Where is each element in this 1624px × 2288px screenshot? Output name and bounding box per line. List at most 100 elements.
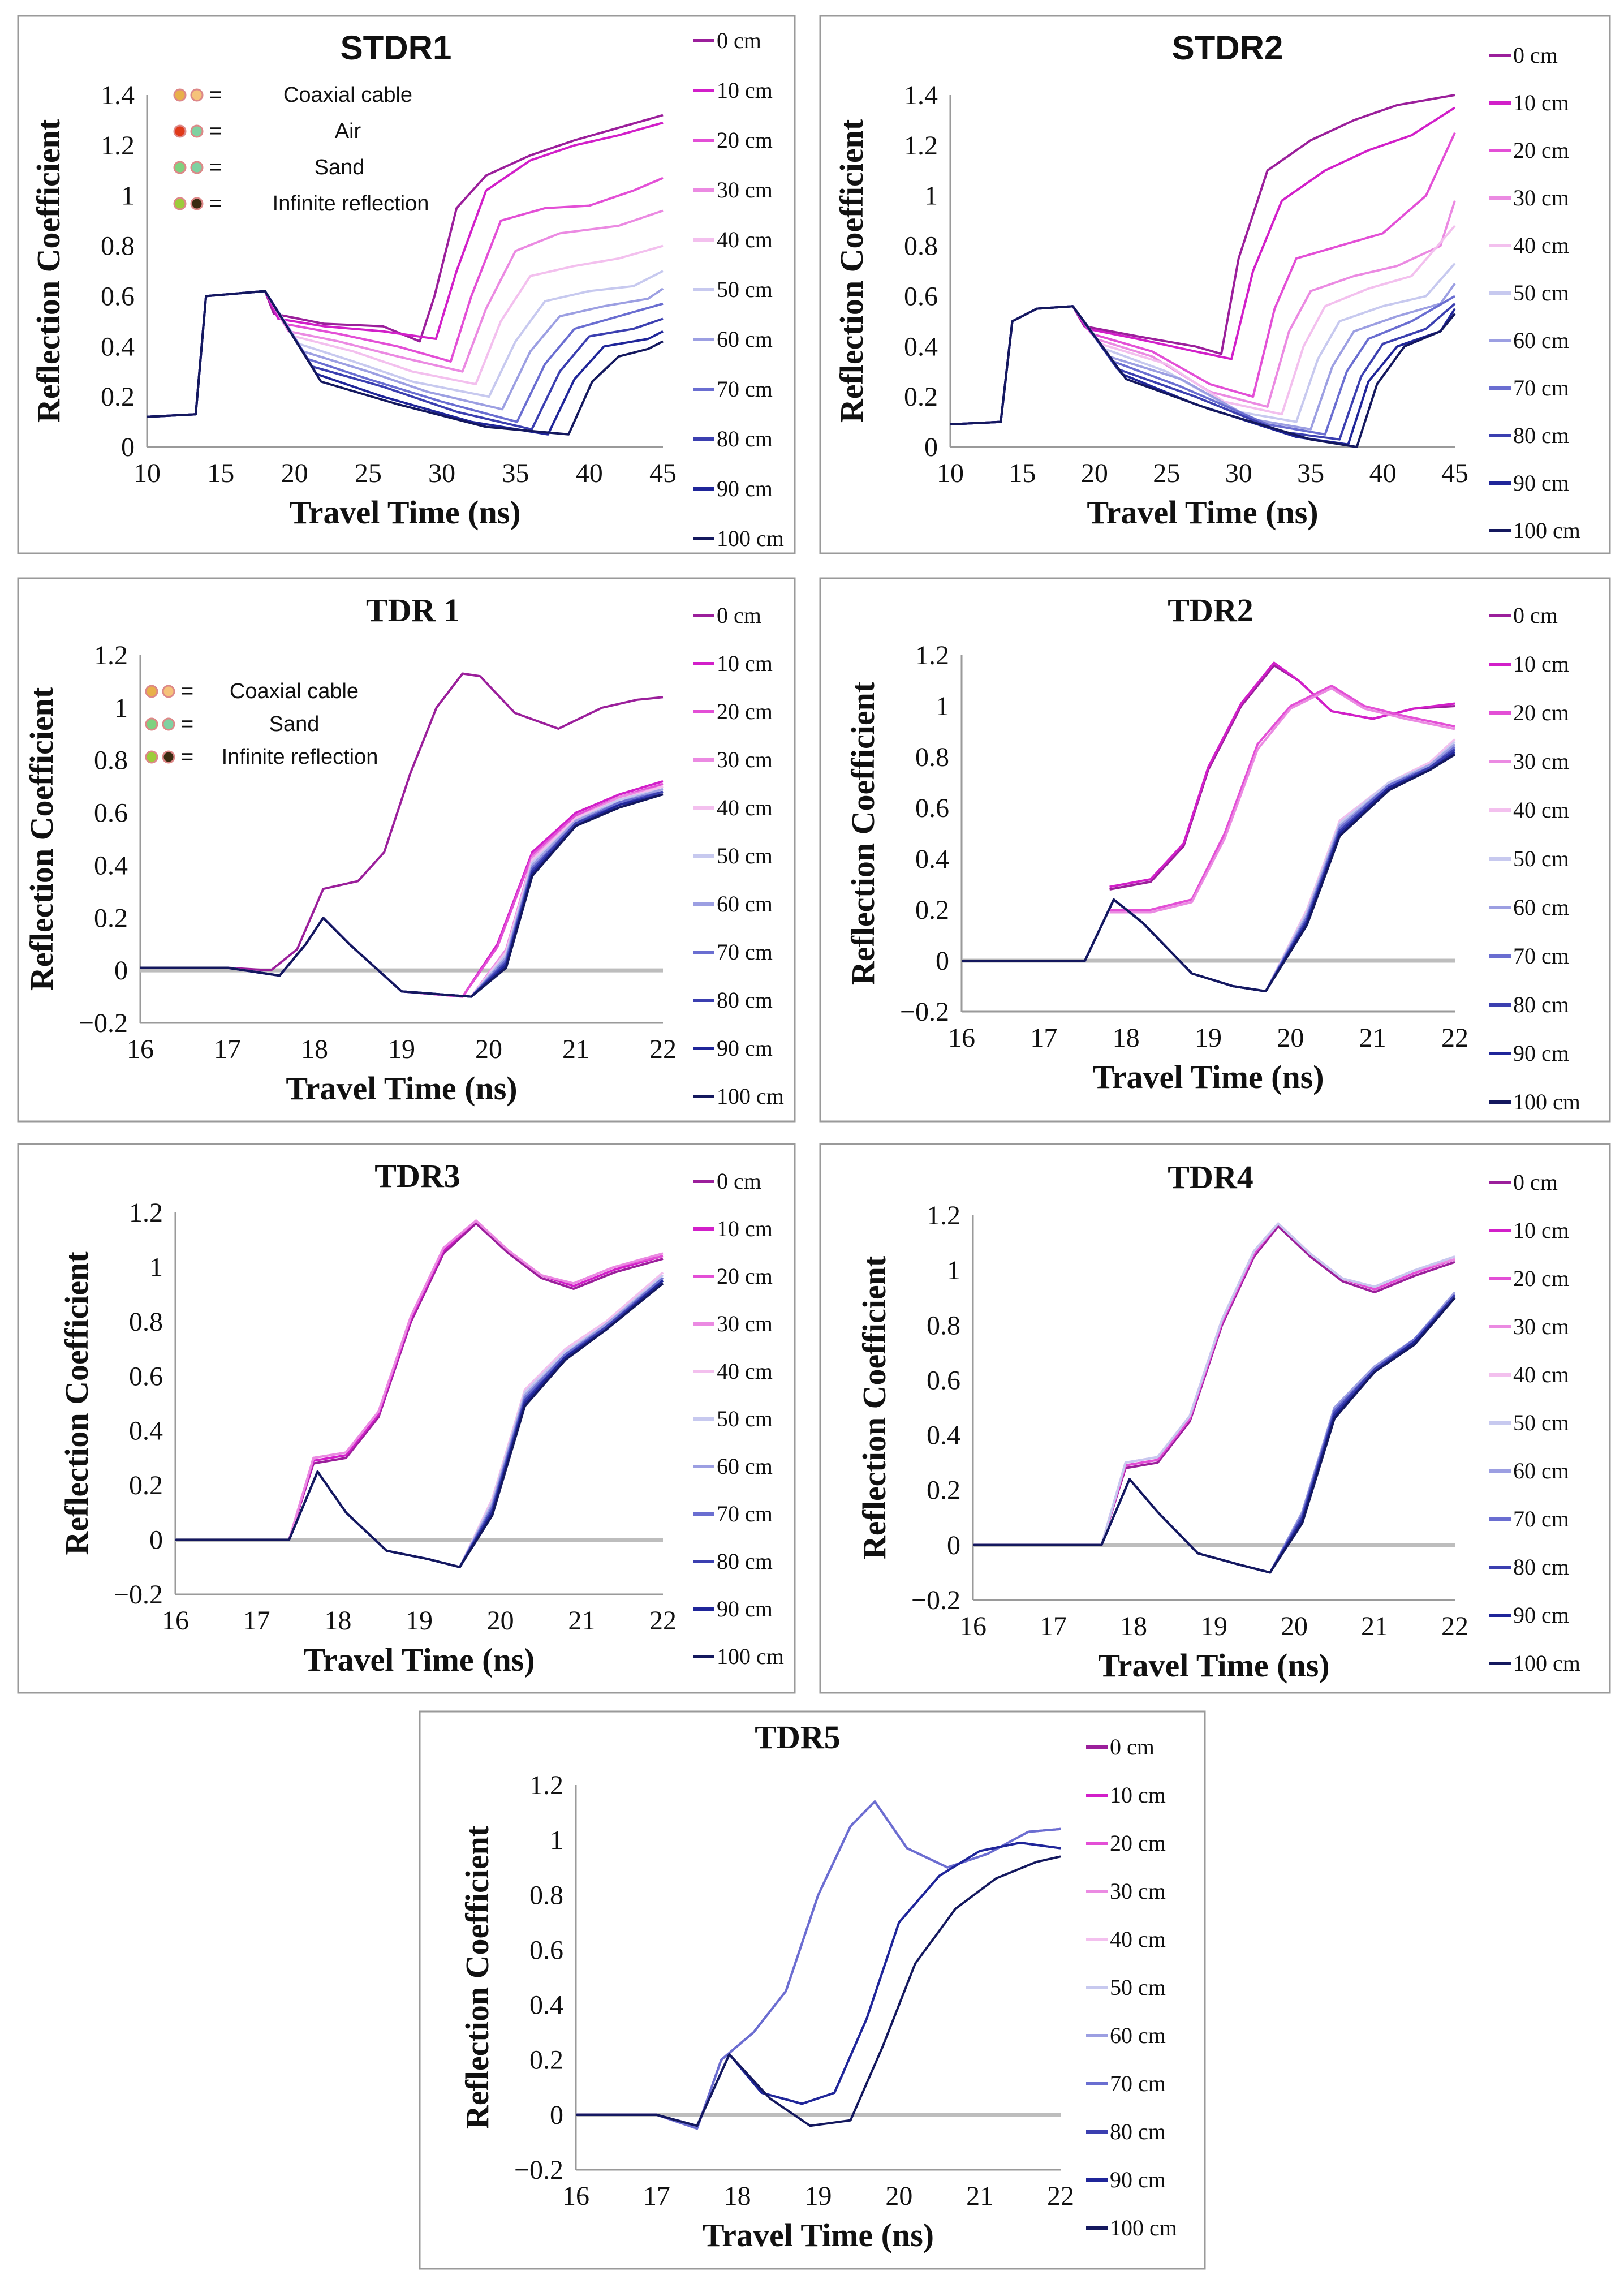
x-tick-label: 17 bbox=[243, 1606, 270, 1636]
legend-label: 20 cm bbox=[717, 1263, 773, 1289]
legend-label: 80 cm bbox=[1513, 423, 1569, 448]
annotation-label: Infinite reflection bbox=[273, 192, 429, 216]
y-tick-label: 0.6 bbox=[94, 798, 128, 828]
annotation-marker bbox=[173, 161, 187, 174]
y-tick-label: 1.2 bbox=[529, 1770, 563, 1800]
y-axis-title: Reflection Coefficient bbox=[23, 687, 60, 991]
legend-label: 100 cm bbox=[1513, 1650, 1580, 1676]
y-tick-label: 0.2 bbox=[915, 895, 949, 925]
x-tick-label: 20 bbox=[885, 2181, 912, 2211]
y-tick-label: 0 bbox=[114, 956, 128, 986]
x-tick-label: 21 bbox=[562, 1034, 589, 1064]
y-tick-label: 0.4 bbox=[94, 850, 128, 880]
y-tick-label: 0.2 bbox=[927, 1476, 960, 1506]
y-tick-label: 1 bbox=[121, 181, 135, 211]
x-tick-label: 22 bbox=[1441, 1611, 1468, 1641]
x-tick-label: 25 bbox=[1153, 458, 1180, 488]
y-axis-title: Reflection Coefficient bbox=[459, 1825, 496, 2129]
chart-title: TDR4 bbox=[1168, 1159, 1253, 1195]
chart-stdr2: STDR2 10 15 20 25 30 35 40 45 0 0.2 0.4 0.6 0.8 1 1.2 1.… bbox=[819, 15, 1611, 554]
legend-label: 60 cm bbox=[1110, 2023, 1166, 2048]
panel-frame bbox=[17, 1143, 796, 1694]
legend-label: 50 cm bbox=[717, 1406, 773, 1431]
y-tick-label: 0.8 bbox=[529, 1880, 563, 1910]
y-tick-label: 0 bbox=[121, 432, 135, 462]
x-tick-label: 40 bbox=[1369, 458, 1397, 488]
panel-frame bbox=[419, 1710, 1206, 2270]
legend-label: 90 cm bbox=[717, 476, 773, 501]
x-tick-label: 22 bbox=[649, 1034, 677, 1064]
x-tick-label: 22 bbox=[1047, 2181, 1074, 2211]
x-tick-label: 18 bbox=[324, 1606, 351, 1636]
legend-label: 40 cm bbox=[717, 795, 773, 820]
annotation-label: Sand bbox=[315, 156, 365, 179]
x-tick-label: 30 bbox=[428, 458, 455, 488]
series-line-100-cm bbox=[140, 793, 664, 998]
x-tick-label: 10 bbox=[133, 458, 161, 488]
legend-label: 80 cm bbox=[717, 426, 773, 451]
annotation-equals: = bbox=[209, 83, 222, 107]
chart-stdr1: STDR1 10 15 20 25 30 35 40 45 0 0.2 0.4 0.6 0.8 1 1.2 1.… bbox=[17, 15, 796, 554]
annotation-equals: = bbox=[181, 745, 193, 769]
y-tick-label: 0.4 bbox=[129, 1416, 163, 1446]
annotation-marker bbox=[145, 717, 158, 731]
y-tick-label: 0 bbox=[947, 1530, 960, 1560]
annotation-marker bbox=[162, 685, 175, 698]
x-tick-label: 21 bbox=[1359, 1023, 1386, 1053]
legend-label: 70 cm bbox=[717, 376, 773, 402]
annotation-marker bbox=[173, 124, 187, 138]
x-tick-label: 21 bbox=[1361, 1611, 1388, 1641]
y-tick-label: 0.6 bbox=[129, 1361, 163, 1391]
legend-label: 80 cm bbox=[1110, 2119, 1166, 2144]
y-tick-label: 1.2 bbox=[904, 131, 938, 161]
x-tick-label: 20 bbox=[1281, 1611, 1308, 1641]
annotation-equals: = bbox=[209, 119, 222, 143]
y-tick-label: 1.2 bbox=[94, 640, 128, 670]
x-axis-title: Travel Time (ns) bbox=[1098, 1647, 1329, 1684]
x-axis-title: Travel Time (ns) bbox=[1092, 1059, 1324, 1095]
y-axis-title: Reflection Coefficient bbox=[833, 119, 870, 423]
legend-label: 0 cm bbox=[1513, 42, 1558, 68]
y-tick-label: −0.2 bbox=[114, 1580, 163, 1610]
panel-frame bbox=[819, 577, 1611, 1123]
legend-label: 20 cm bbox=[1513, 700, 1569, 725]
x-tick-label: 19 bbox=[1200, 1611, 1227, 1641]
y-tick-label: 0.8 bbox=[904, 231, 938, 261]
y-tick-label: 0.8 bbox=[94, 746, 128, 776]
legend-label: 60 cm bbox=[1513, 1458, 1569, 1483]
annotation-label: Air bbox=[335, 119, 361, 143]
y-tick-label: 0 bbox=[936, 946, 949, 976]
x-tick-label: 20 bbox=[487, 1606, 514, 1636]
y-tick-label: 1 bbox=[114, 693, 128, 723]
y-axis-title: Reflection Coefficient bbox=[856, 1255, 893, 1559]
y-tick-label: 0.2 bbox=[129, 1470, 163, 1500]
y-tick-label: 0.6 bbox=[915, 793, 949, 823]
y-tick-label: 1 bbox=[149, 1252, 163, 1282]
annotation-equals: = bbox=[209, 156, 222, 179]
series-line-100-cm bbox=[950, 305, 1456, 448]
annotation-label: Sand bbox=[269, 712, 320, 736]
x-axis-title: Travel Time (ns) bbox=[303, 1641, 535, 1678]
legend-label: 50 cm bbox=[717, 277, 773, 302]
legend-label: 90 cm bbox=[1110, 2167, 1166, 2192]
y-tick-label: −0.2 bbox=[911, 1585, 960, 1615]
series-line-0-cm bbox=[140, 672, 664, 972]
legend-label: 0 cm bbox=[717, 28, 761, 53]
annotation-equals: = bbox=[181, 712, 193, 736]
x-tick-label: 10 bbox=[937, 458, 964, 488]
y-tick-label: 0.4 bbox=[101, 332, 135, 362]
y-tick-label: 1.2 bbox=[101, 131, 135, 161]
annotation-label: Coaxial cable bbox=[230, 679, 359, 703]
x-tick-label: 19 bbox=[1195, 1023, 1222, 1053]
legend-label: 100 cm bbox=[717, 1644, 784, 1669]
chart-tdr2: TDR2 16 17 18 19 20 21 22 −0.2 0 0.2 0.4 0.6 0.8 1 1.2 T… bbox=[819, 577, 1611, 1123]
legend-label: 90 cm bbox=[1513, 470, 1569, 496]
legend-label: 0 cm bbox=[717, 1168, 761, 1194]
legend-label: 50 cm bbox=[1513, 280, 1569, 306]
y-tick-label: 1 bbox=[924, 181, 938, 211]
series-line-30-cm bbox=[1109, 687, 1455, 914]
y-tick-label: 1 bbox=[550, 1825, 563, 1855]
legend-label: 90 cm bbox=[1513, 1040, 1569, 1066]
legend-label: 70 cm bbox=[717, 1501, 773, 1526]
